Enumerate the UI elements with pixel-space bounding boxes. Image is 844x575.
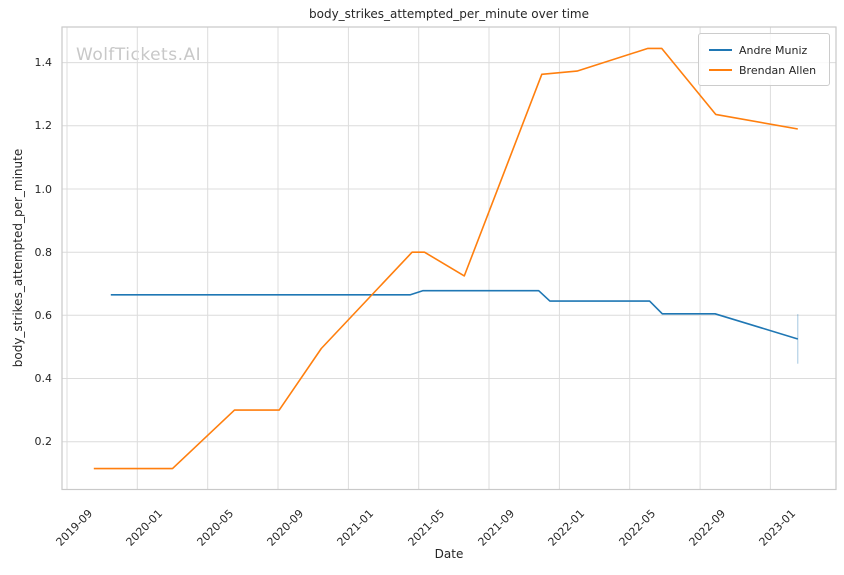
chart-title: body_strikes_attempted_per_minute over t…: [309, 7, 589, 21]
legend-label: Brendan Allen: [739, 63, 817, 77]
series-line-andre-muniz: [110, 289, 799, 340]
legend-entry: Brendan Allen: [709, 60, 821, 80]
y-tick-label: 1.4: [34, 56, 53, 70]
legend-line-swatch: [709, 49, 732, 51]
legend-line-swatch: [709, 69, 732, 71]
axes-spines: [61, 26, 837, 491]
y-tick-label: 1.2: [34, 119, 53, 133]
y-tick-label: 0.6: [34, 308, 53, 322]
x-axis-label: Date: [434, 547, 464, 561]
legend-label: Andre Muniz: [739, 43, 808, 57]
y-tick-label: 1.0: [34, 182, 53, 196]
y-tick-label: 0.4: [34, 372, 53, 385]
legend: Andre Muniz Brendan Allen: [698, 33, 830, 86]
y-tick-label: 0.8: [34, 245, 53, 259]
legend-entry: Andre Muniz: [709, 40, 821, 60]
y-tick-label: 0.2: [34, 435, 53, 449]
series-line-brendan-allen: [93, 47, 798, 470]
watermark-text: WolfTickets.AI: [76, 45, 202, 65]
